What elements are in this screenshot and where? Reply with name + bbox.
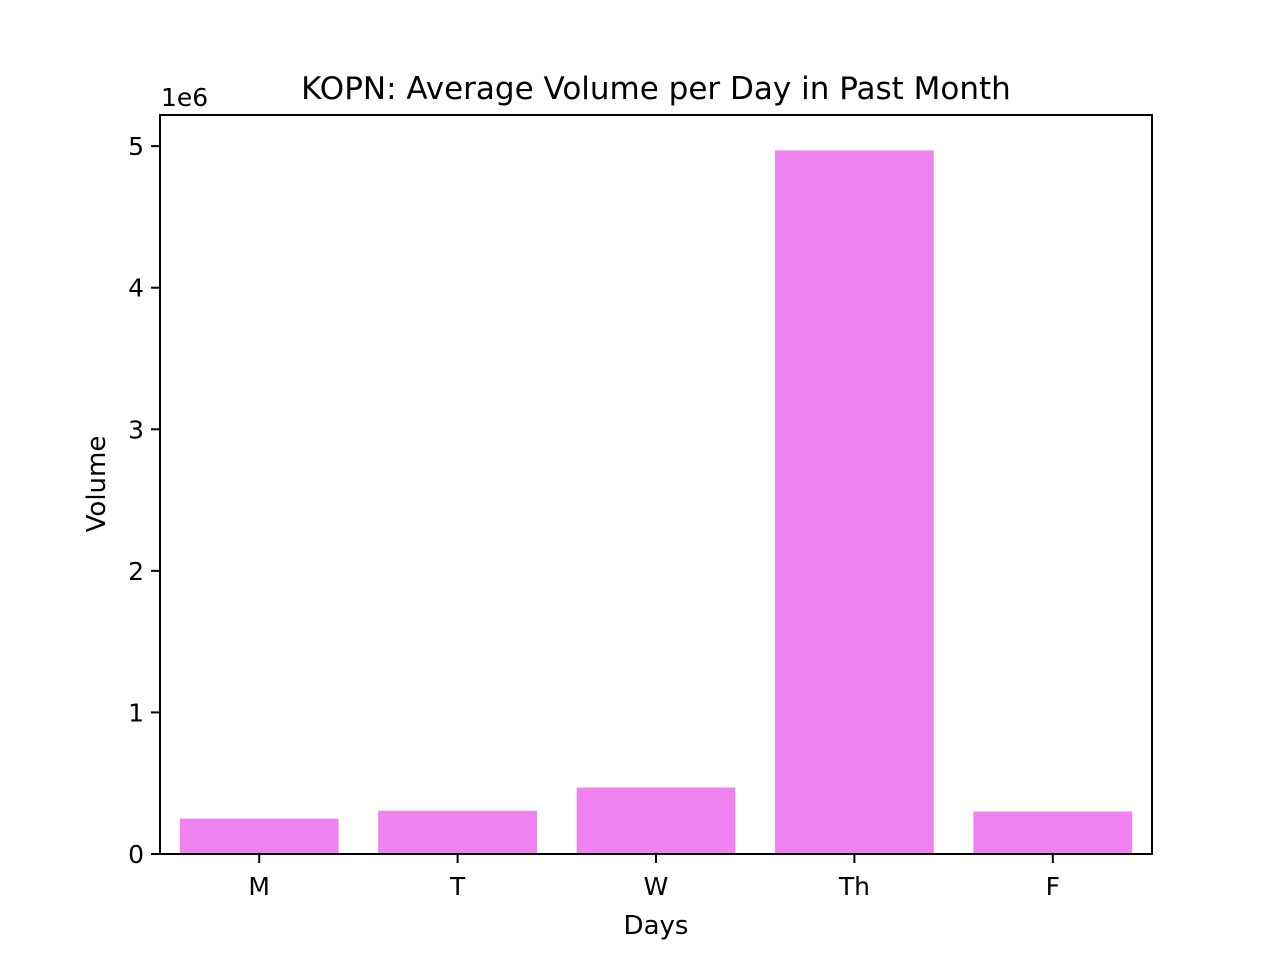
y-axis-offset-label: 1e6 — [161, 83, 208, 112]
y-tick-label: 0 — [128, 840, 144, 869]
y-axis-ticks: 0 1 2 3 4 5 — [128, 132, 160, 869]
y-tick-label: 5 — [128, 132, 144, 161]
y-axis-label: Volume — [82, 436, 112, 533]
y-tick-label: 3 — [128, 415, 144, 444]
bars-group — [179, 150, 1133, 855]
bar-f — [973, 811, 1133, 854]
y-tick-label: 1 — [128, 698, 144, 727]
x-axis-label: Days — [624, 911, 689, 941]
bar-m — [179, 818, 339, 854]
x-axis-ticks: M T W Th F — [248, 854, 1060, 901]
x-tick-label: T — [449, 872, 466, 901]
x-tick-label: Th — [838, 872, 870, 901]
plot-frame — [159, 114, 1153, 855]
bar-w — [576, 787, 736, 854]
bar-th — [775, 150, 934, 855]
y-tick-label: 2 — [128, 557, 144, 586]
y-tick-label: 4 — [128, 274, 144, 303]
chart-title: KOPN: Average Volume per Day in Past Mon… — [301, 71, 1011, 107]
x-tick-label: F — [1046, 872, 1060, 901]
bar-t — [378, 810, 537, 854]
x-tick-label: W — [644, 872, 669, 901]
x-tick-label: M — [248, 872, 270, 901]
